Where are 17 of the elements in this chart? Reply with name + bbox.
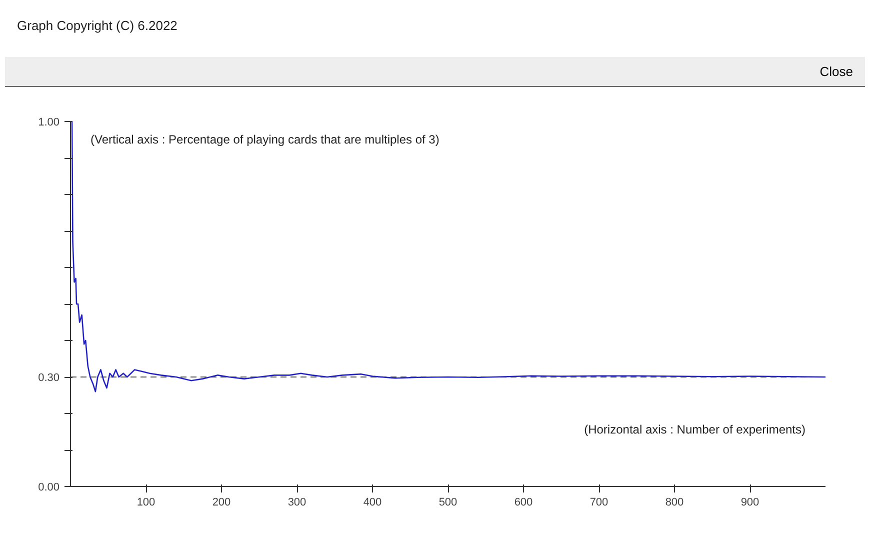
text: Close [820, 63, 853, 81]
annotation: (Horizontal axis : Number of experiments) [584, 422, 806, 436]
x-tick-label: 700 [590, 496, 608, 508]
y-tick-label: 1.00 [38, 116, 60, 128]
y-tick-label: 0.00 [38, 482, 60, 494]
x-tick-label: 600 [514, 496, 533, 508]
text: Graph Copyright (C) 6.2022 [17, 17, 178, 35]
x-tick-label: 300 [288, 496, 306, 508]
y-tick-label: 0.30 [38, 372, 60, 384]
line-series [70, 122, 826, 392]
x-tick-label: 100 [136, 496, 156, 508]
x-tick-label: 800 [665, 496, 684, 508]
x-tick-label: 200 [212, 496, 231, 508]
x-tick-label: 500 [438, 496, 458, 508]
annotation: (Vertical axis : Percentage of playing cards that are multiples of 3) [90, 132, 440, 146]
x-tick-label: 400 [363, 496, 382, 508]
x-tick-label: 900 [740, 496, 760, 508]
